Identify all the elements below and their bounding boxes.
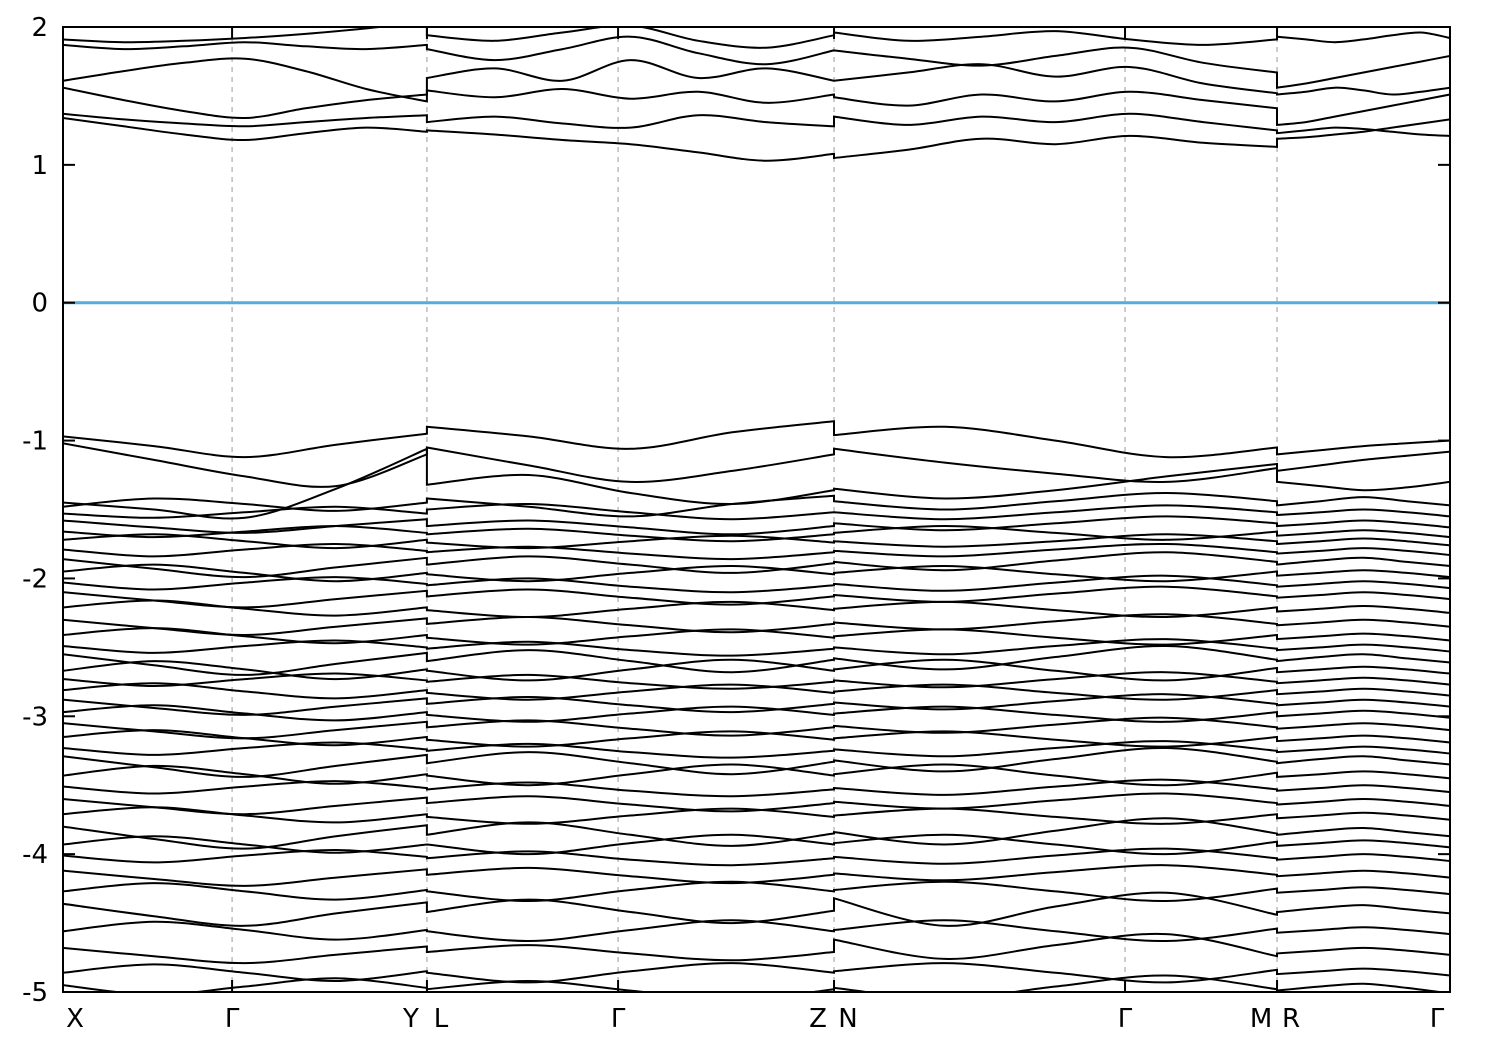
energy-tick-label: 2 bbox=[31, 13, 48, 43]
k-point-label: R bbox=[1282, 1004, 1300, 1034]
valence-band-line bbox=[64, 563, 1449, 583]
k-point-label: N bbox=[838, 1004, 857, 1034]
valence-band-line bbox=[64, 880, 1449, 903]
valence-band-line bbox=[64, 864, 1449, 887]
valence-band-line bbox=[64, 533, 1449, 550]
valence-band-line bbox=[64, 491, 1449, 518]
k-point-label: L bbox=[434, 1004, 449, 1034]
valence-band-line bbox=[64, 919, 1449, 943]
k-point-label: Γ bbox=[225, 1004, 240, 1034]
k-point-label: Γ bbox=[1118, 1004, 1133, 1034]
k-point-label: X bbox=[66, 1004, 84, 1034]
valence-band-line bbox=[64, 974, 1440, 991]
conduction-band-line bbox=[64, 112, 1449, 137]
energy-tick-label: 1 bbox=[31, 151, 48, 181]
valence-band-line bbox=[64, 442, 1449, 488]
valence-band-line bbox=[64, 891, 1449, 927]
valence-band-line bbox=[64, 693, 1449, 716]
valence-band-line bbox=[64, 585, 1449, 609]
grid-layer bbox=[231, 27, 1278, 992]
valence-band-line bbox=[64, 638, 1449, 657]
k-point-label: Z bbox=[809, 1004, 827, 1034]
valence-band-line bbox=[64, 716, 1449, 740]
valence-band-line bbox=[64, 778, 1449, 798]
k-point-label: Γ bbox=[1430, 1004, 1445, 1034]
valence-band-line bbox=[64, 627, 1449, 646]
energy-tick-label: -4 bbox=[22, 840, 48, 870]
energy-tick-label: -1 bbox=[22, 427, 48, 457]
energy-tick-label: -2 bbox=[22, 564, 48, 594]
valence-band-line bbox=[64, 932, 1449, 965]
valence-band-line bbox=[64, 746, 1449, 778]
valence-band-line bbox=[64, 671, 1449, 690]
plot-border bbox=[62, 26, 1451, 993]
k-point-label: Y bbox=[402, 1004, 419, 1034]
axis-layer bbox=[62, 26, 1451, 993]
valence-band-line bbox=[64, 847, 1449, 867]
valence-band-line bbox=[64, 682, 1449, 701]
valence-band-line bbox=[64, 763, 1449, 787]
valence-band-line bbox=[64, 502, 1449, 521]
valence-band-line bbox=[64, 524, 1449, 543]
k-point-label: Γ bbox=[611, 1004, 626, 1034]
valence-band-line bbox=[64, 447, 1449, 520]
energy-tick-label: -5 bbox=[22, 978, 48, 1008]
label-layer: X Γ Y L Γ Z N Γ M R Γ 2 1 0 -1 -2 -3 -4 -5 bbox=[22, 13, 1445, 1034]
valence-band-line bbox=[64, 704, 1449, 723]
conduction-band-line bbox=[64, 35, 1449, 89]
valence-band-line bbox=[64, 515, 1449, 536]
valence-band-line bbox=[64, 613, 1449, 637]
valence-band-line bbox=[64, 806, 1449, 825]
band-layer bbox=[64, 28, 1449, 991]
energy-tick-label: 0 bbox=[31, 289, 48, 319]
conduction-band-line bbox=[64, 86, 1449, 127]
valence-band-line bbox=[64, 658, 1449, 682]
k-point-label: M bbox=[1250, 1004, 1272, 1034]
valence-band-line bbox=[64, 962, 1449, 984]
conduction-band-line bbox=[64, 117, 1449, 162]
valence-band-line bbox=[64, 574, 1449, 594]
energy-tick-label: -3 bbox=[22, 702, 48, 732]
valence-band-line bbox=[64, 542, 1449, 561]
valence-band-line bbox=[64, 420, 1449, 459]
valence-band-line bbox=[64, 740, 1449, 759]
valence-band-line bbox=[64, 551, 1449, 579]
conduction-band-line bbox=[64, 57, 1449, 103]
valence-band-line bbox=[64, 729, 1449, 748]
valence-band-line bbox=[64, 644, 1449, 676]
valence-band-line bbox=[64, 817, 1449, 850]
valence-band-line bbox=[64, 599, 1449, 619]
valence-band-line bbox=[64, 792, 1449, 816]
valence-band-line bbox=[64, 833, 1449, 856]
